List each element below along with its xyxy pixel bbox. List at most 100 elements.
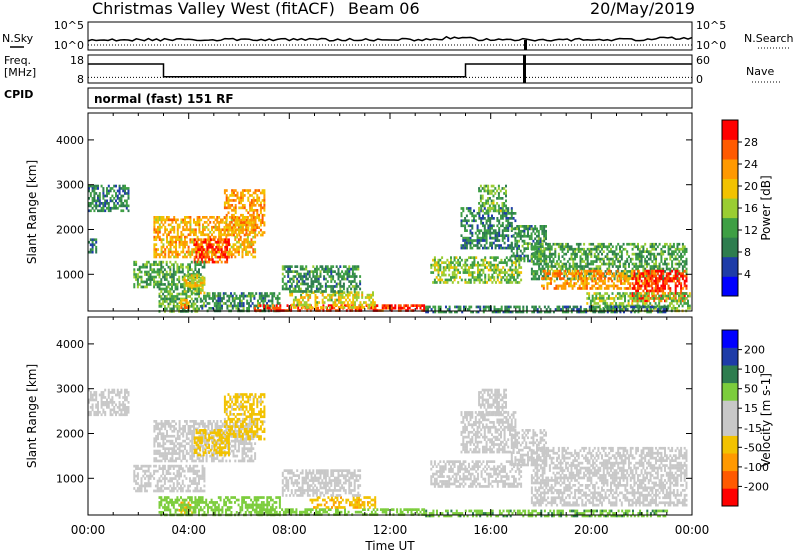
data-cell-r17 bbox=[539, 267, 542, 271]
data-cell-r19 bbox=[653, 289, 656, 293]
data-cell-r18 bbox=[582, 277, 585, 280]
data-cell-r7 bbox=[171, 307, 173, 311]
data-cell-r17 bbox=[602, 245, 605, 249]
data-cell-r1 bbox=[88, 250, 90, 254]
data-cell-r4 bbox=[256, 216, 259, 220]
data-cell-r13 bbox=[475, 276, 478, 279]
data-cell-r4 bbox=[250, 226, 253, 229]
data-cell-r17 bbox=[588, 275, 591, 278]
data-cell-r13 bbox=[493, 263, 496, 267]
data-cell-r2 bbox=[171, 221, 174, 224]
data-cell-r10 bbox=[275, 306, 278, 310]
data-cell-r21 bbox=[506, 305, 509, 309]
data-cell-r15 bbox=[505, 199, 507, 203]
data-cell-r4 bbox=[236, 223, 239, 227]
data-cell-r5 bbox=[138, 283, 141, 286]
data-cell-r3 bbox=[200, 250, 203, 254]
data-cell-r17 bbox=[626, 270, 629, 273]
data-cell-r20 bbox=[670, 292, 673, 295]
data-cell-r9 bbox=[224, 292, 227, 295]
data-cell-r9 bbox=[230, 294, 232, 298]
data-cell-r14 bbox=[465, 207, 468, 210]
data-cell-r4 bbox=[261, 221, 264, 224]
data-cell-r0 bbox=[118, 189, 121, 193]
data-cell-r17 bbox=[565, 265, 568, 268]
data-cell-r11 bbox=[314, 296, 317, 299]
data-cell-r7 bbox=[198, 290, 200, 293]
data-cell-r17 bbox=[574, 265, 577, 268]
data-cell-r12 bbox=[292, 290, 295, 293]
data-cell-r4 bbox=[234, 199, 237, 202]
data-cell-r14 bbox=[487, 246, 490, 250]
data-cell-r9 bbox=[203, 297, 205, 300]
data-cell-r2 bbox=[205, 233, 208, 237]
data-cell-r18 bbox=[647, 279, 650, 283]
data-cell-r5 bbox=[156, 270, 159, 274]
data-cell-r18 bbox=[550, 279, 552, 283]
data-cell-r19 bbox=[665, 274, 668, 278]
data-cell-r12 bbox=[337, 270, 340, 273]
data-cell-r16 bbox=[516, 247, 519, 250]
data-cell-r20 bbox=[636, 297, 639, 300]
data-cell-r14 bbox=[469, 231, 472, 235]
data-cell-r19 bbox=[680, 282, 683, 285]
data-cell-r11 bbox=[348, 293, 351, 297]
freq-left-tick-top: 18 bbox=[70, 54, 84, 67]
data-cell-r17 bbox=[613, 250, 616, 253]
data-cell-r17 bbox=[635, 255, 638, 258]
data-cell-r16 bbox=[518, 229, 520, 233]
data-cell-r19 bbox=[669, 279, 672, 283]
data-cell-r14 bbox=[509, 246, 511, 250]
data-cell-r14 bbox=[480, 209, 483, 213]
data-cell-r12 bbox=[299, 265, 302, 268]
data-cell-r2 bbox=[171, 240, 174, 244]
data-cell-r17 bbox=[662, 262, 665, 266]
data-cell-r4 bbox=[238, 228, 241, 232]
data-cell-r4 bbox=[256, 201, 259, 205]
data-cell-r10 bbox=[421, 304, 424, 307]
data-cell-r20 bbox=[602, 302, 605, 305]
data-cell-r4 bbox=[231, 228, 234, 232]
data-cell-r4 bbox=[256, 226, 259, 229]
data-cell-r14 bbox=[471, 231, 474, 235]
data-cell-r2 bbox=[182, 233, 185, 237]
data-cell-r0 bbox=[113, 206, 116, 210]
data-cell-r12 bbox=[308, 270, 311, 273]
data-cell-r17 bbox=[530, 255, 533, 258]
data-cell-r16 bbox=[537, 234, 540, 238]
data-cell-r21 bbox=[525, 305, 528, 309]
data-cell-r14 bbox=[500, 234, 502, 237]
data-cell-r3 bbox=[226, 243, 229, 247]
data-cell-r16 bbox=[514, 254, 517, 258]
data-cell-r17 bbox=[530, 247, 533, 251]
data-cell-r10 bbox=[423, 304, 426, 307]
data-cell-r0 bbox=[124, 204, 126, 208]
data-cell-r2 bbox=[184, 216, 186, 219]
data-cell-r16 bbox=[510, 225, 513, 228]
data-cell-r19 bbox=[667, 287, 670, 290]
data-cell-r14 bbox=[498, 221, 501, 225]
data-cell-r3 bbox=[193, 243, 196, 247]
data-cell-r17 bbox=[550, 247, 553, 251]
data-cell-r5 bbox=[144, 280, 147, 284]
data-cell-r18 bbox=[584, 277, 587, 280]
data-cell-r3 bbox=[224, 248, 227, 251]
data-cell-r3 bbox=[202, 248, 205, 251]
data-cell-r3 bbox=[224, 245, 227, 249]
data-cell-r17 bbox=[543, 257, 546, 261]
data-cell-r10 bbox=[266, 304, 269, 307]
data-cell-r12 bbox=[337, 290, 340, 293]
data-cell-r9 bbox=[258, 297, 261, 300]
data-cell-r12 bbox=[310, 270, 313, 273]
data-cell-r4 bbox=[259, 221, 262, 224]
data-cell-r14 bbox=[469, 236, 472, 240]
data-cell-r11 bbox=[336, 291, 339, 294]
data-cell-r13 bbox=[442, 273, 445, 277]
data-cell-r9 bbox=[201, 304, 204, 308]
data-cell-r14 bbox=[474, 244, 477, 247]
data-cell-r0 bbox=[88, 197, 90, 200]
data-cell-r5 bbox=[181, 265, 184, 269]
data-cell-r2 bbox=[166, 240, 168, 244]
data-cell-r13 bbox=[509, 266, 512, 269]
data-cell-r14 bbox=[473, 214, 475, 218]
